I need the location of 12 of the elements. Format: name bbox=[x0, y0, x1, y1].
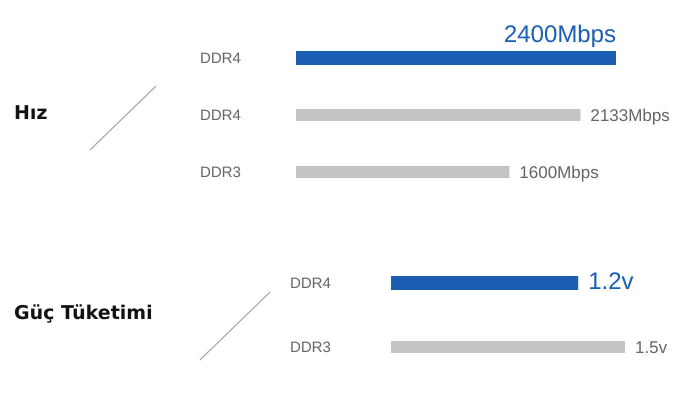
y-tick-label: DDR4 bbox=[200, 107, 241, 124]
data-label: 2133Mbps bbox=[590, 106, 670, 125]
data-label: 1600Mbps bbox=[519, 163, 599, 182]
y-tick-label: DDR3 bbox=[290, 339, 331, 356]
y-tick-label: DDR4 bbox=[200, 50, 241, 67]
data-label: 2400Mbps bbox=[504, 21, 616, 48]
data-label: 1.5v bbox=[635, 338, 668, 357]
y-tick-label: DDR4 bbox=[290, 275, 331, 292]
y-tick-label: DDR3 bbox=[200, 164, 241, 181]
y-axis-title: Güç Tüketimi bbox=[14, 302, 153, 324]
data-label: 1.2v bbox=[588, 268, 634, 295]
y-axis-title: Hız bbox=[14, 102, 48, 124]
